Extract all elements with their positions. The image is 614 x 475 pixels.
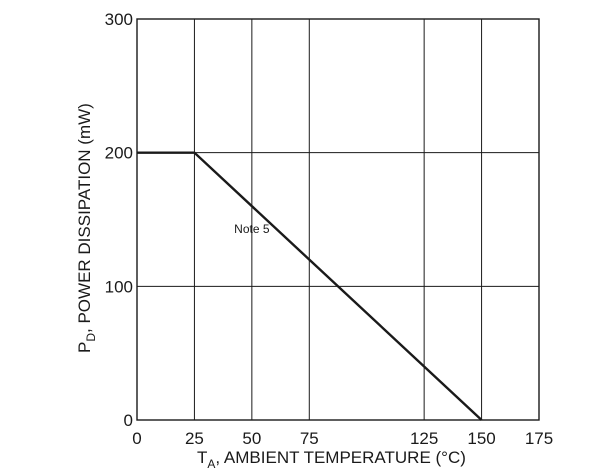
y-axis-title: PD, POWER DISSIPATION (mW): [75, 103, 98, 353]
series-line-0: [137, 151, 483, 421]
x-tick-label: 0: [132, 429, 141, 448]
plot-frame: [136, 18, 540, 421]
x-tick-label: 50: [242, 429, 261, 448]
x-tick-label: 150: [467, 429, 495, 448]
x-tick-label: 75: [300, 429, 319, 448]
y-tick-label: 200: [105, 144, 133, 163]
x-axis-title: TA, AMBIENT TEMPERATURE (°C): [197, 448, 466, 471]
grid-lines: [136, 18, 540, 421]
x-tick-label: 175: [525, 429, 553, 448]
series-layer: [137, 151, 483, 421]
y-tick-label: 100: [105, 277, 133, 296]
x-tick-labels: 0 25 50 75 125 150 175: [132, 429, 553, 448]
y-tick-label: 0: [124, 411, 133, 430]
y-tick-labels: 0 100 200 300: [105, 10, 133, 430]
annotations: Note 5: [234, 222, 270, 236]
x-tick-label: 125: [410, 429, 438, 448]
annotation-0: Note 5: [234, 222, 270, 236]
y-tick-label: 300: [105, 10, 133, 29]
x-tick-label: 25: [185, 429, 204, 448]
